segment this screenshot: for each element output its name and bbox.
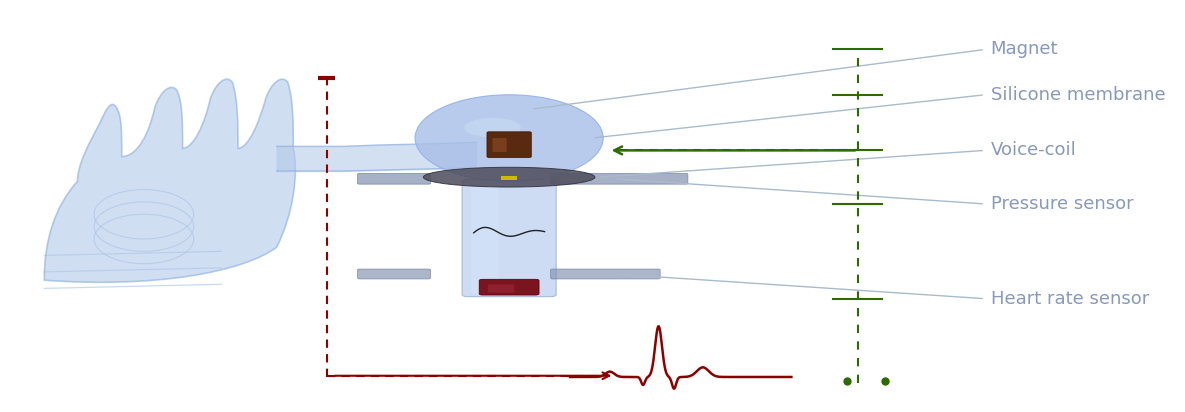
- Text: Voice-coil: Voice-coil: [991, 141, 1076, 159]
- Ellipse shape: [423, 167, 595, 187]
- Text: Pressure sensor: Pressure sensor: [991, 195, 1133, 213]
- FancyBboxPatch shape: [493, 138, 507, 152]
- PathPatch shape: [44, 79, 295, 282]
- Text: Heart rate sensor: Heart rate sensor: [991, 290, 1148, 308]
- Text: Magnet: Magnet: [991, 40, 1058, 59]
- FancyBboxPatch shape: [551, 269, 660, 279]
- Bar: [501, 176, 517, 180]
- FancyBboxPatch shape: [479, 279, 539, 295]
- Ellipse shape: [415, 95, 603, 181]
- FancyBboxPatch shape: [487, 132, 531, 157]
- FancyBboxPatch shape: [358, 269, 430, 279]
- FancyBboxPatch shape: [551, 173, 687, 184]
- FancyBboxPatch shape: [462, 179, 556, 297]
- Text: Silicone membrane: Silicone membrane: [991, 86, 1165, 104]
- FancyBboxPatch shape: [358, 173, 430, 184]
- FancyBboxPatch shape: [488, 284, 514, 293]
- FancyBboxPatch shape: [470, 183, 499, 293]
- Ellipse shape: [465, 118, 520, 138]
